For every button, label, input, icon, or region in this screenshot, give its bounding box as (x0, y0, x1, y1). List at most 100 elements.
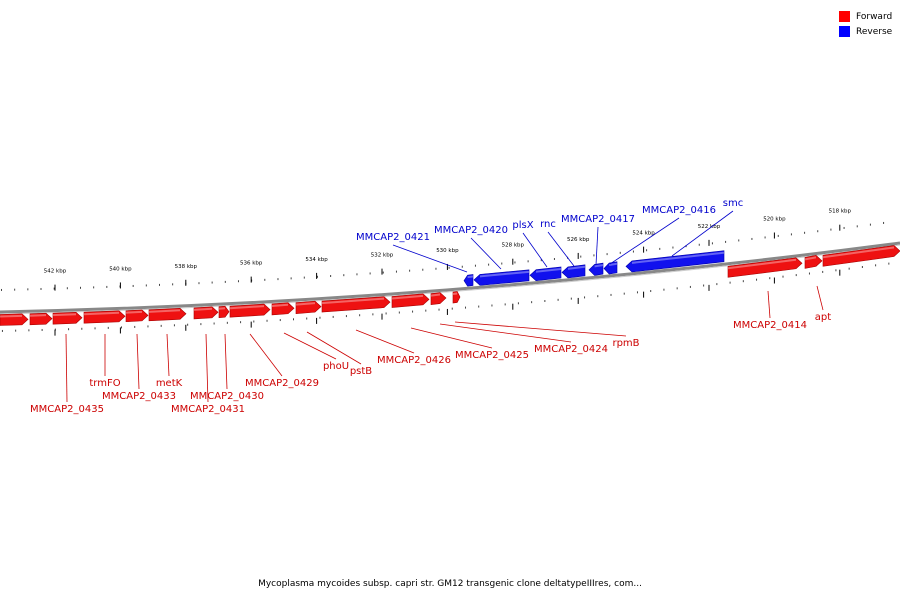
forward-gene (321, 296, 391, 313)
gene-label: rpmB (612, 338, 639, 349)
tick-label: 520 kbp (763, 217, 786, 223)
tick-label: 542 kbp (44, 269, 67, 275)
gene-label: metK (156, 378, 183, 389)
reverse-gene-highlight (480, 270, 529, 278)
label-leader-line (816, 285, 824, 311)
gene-labels: MMCAP2_0435 trmFO MMCAP2_0433 metK MMCAP2_04… (30, 198, 831, 415)
gene-label: MMCAP2_0433 (102, 391, 176, 402)
tick-label: 524 kbp (632, 231, 655, 237)
tick-label: 534 kbp (305, 257, 328, 263)
gene-label: MMCAP2_0424 (534, 344, 608, 355)
forward-gene-highlight (728, 258, 796, 270)
label-leader-line (306, 331, 362, 365)
forward-gene-highlight (453, 292, 458, 296)
forward-gene (804, 255, 823, 269)
tick-label: 530 kbp (436, 248, 459, 254)
label-leader-line (355, 329, 415, 354)
gene-label: MMCAP2_0429 (245, 378, 319, 389)
gene-label: rnc (540, 219, 556, 230)
reverse-gene-highlight (609, 262, 617, 267)
forward-gene-highlight (0, 314, 22, 318)
label-leader-line (166, 333, 170, 377)
gene-label: MMCAP2_0431 (171, 404, 245, 415)
legend: Forward Reverse (839, 9, 892, 39)
forward-gene-highlight (296, 302, 315, 306)
forward-gene-highlight (194, 307, 212, 311)
gene-label: MMCAP2_0426 (377, 355, 451, 366)
forward-gene (218, 305, 230, 319)
gene-label: trmFO (89, 378, 120, 389)
label-leader-line (547, 231, 575, 267)
reverse-gene-highlight (568, 265, 585, 270)
genes (0, 245, 900, 326)
tick-label: 526 kbp (567, 237, 590, 243)
legend-item-reverse: Reverse (839, 24, 892, 39)
tick-label: 532 kbp (371, 253, 394, 259)
forward-gene-highlight (272, 303, 288, 307)
gene-label: MMCAP2_0421 (356, 232, 430, 243)
gene-label: phoU (323, 361, 349, 372)
tick-label: 540 kbp (109, 266, 132, 272)
tick-label: 536 kbp (240, 261, 263, 267)
forward-gene (271, 302, 295, 316)
gene-label: smc (723, 198, 743, 209)
reverse-gene (473, 269, 530, 286)
tick-marks (1, 221, 890, 336)
label-leader-line (136, 333, 140, 390)
legend-swatch-forward (839, 11, 850, 22)
label-leader-line (224, 333, 228, 390)
forward-gene (193, 306, 219, 320)
reverse-gene (529, 266, 562, 282)
reverse-gene (463, 274, 474, 287)
gene-label: MMCAP2_0417 (561, 214, 635, 225)
gene-label: pstB (350, 366, 372, 377)
forward-gene-highlight (149, 309, 180, 313)
legend-item-forward: Forward (839, 9, 892, 24)
forward-gene-highlight (230, 305, 264, 310)
legend-label-forward: Forward (856, 11, 893, 22)
forward-gene (52, 311, 83, 325)
legend-swatch-reverse (839, 26, 850, 37)
tick-labels: 542 kbp 540 kbp 538 kbp 536 kbp 534 kbp 532 k… (44, 209, 852, 275)
label-leaders (65, 210, 824, 403)
gene-label: apt (815, 312, 831, 323)
forward-gene-highlight (431, 293, 440, 297)
reverse-gene-highlight (467, 275, 473, 279)
forward-gene (727, 257, 803, 278)
forward-gene-highlight (84, 311, 119, 316)
label-leader-line (609, 217, 680, 265)
forward-gene (0, 313, 29, 326)
forward-gene (822, 245, 900, 267)
label-leader-line (249, 333, 283, 377)
forward-gene-highlight (823, 246, 894, 259)
forward-gene-highlight (126, 310, 142, 314)
label-leader-line (595, 226, 599, 266)
reverse-gene (603, 261, 618, 275)
forward-gene (148, 307, 187, 322)
forward-gene (452, 291, 461, 304)
sequence-backbone-shadow (0, 244, 900, 315)
forward-gene (391, 293, 430, 308)
reverse-gene-highlight (536, 267, 561, 273)
forward-gene (125, 309, 149, 323)
forward-gene-highlight (30, 314, 46, 317)
forward-gene-highlight (219, 307, 225, 310)
forward-gene-highlight (322, 297, 384, 305)
forward-gene (229, 303, 271, 318)
tick-label: 522 kbp (698, 224, 721, 230)
gene-label: MMCAP2_0435 (30, 404, 104, 415)
forward-gene-highlight (53, 313, 76, 317)
gene-label: MMCAP2_0420 (434, 225, 508, 236)
label-leader-line (671, 210, 734, 257)
gene-label: MMCAP2_0416 (642, 205, 716, 216)
label-leader-line (767, 290, 771, 319)
label-leader-line (65, 333, 68, 403)
label-leader-line (392, 244, 468, 273)
label-leader-line (283, 332, 337, 360)
label-leader-line (410, 327, 493, 349)
tick-label: 538 kbp (175, 264, 198, 270)
reverse-gene-highlight (594, 264, 603, 268)
gene-label: plsX (512, 220, 533, 231)
forward-gene (295, 300, 322, 314)
